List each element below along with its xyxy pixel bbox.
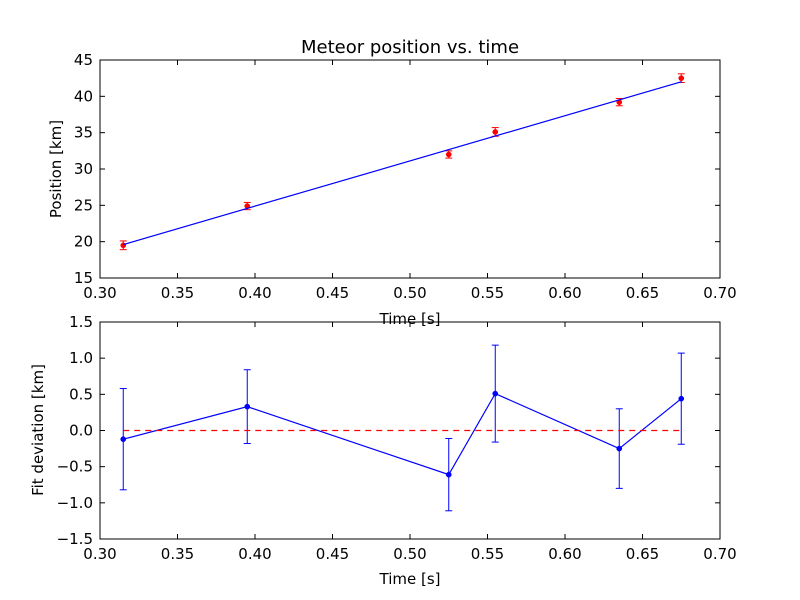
data-point bbox=[445, 471, 452, 478]
x-tick-label: 0.30 bbox=[83, 545, 116, 563]
x-tick-label: 0.40 bbox=[238, 284, 271, 302]
x-tick-label: 0.70 bbox=[703, 545, 736, 563]
y-tick-label: 1.5 bbox=[69, 313, 93, 331]
x-tick-label: 0.60 bbox=[548, 284, 581, 302]
position-plot-area: 0.30 0.35 0.40 0.45 0.50 0.55 0.60 0.65 0.70 15 20… bbox=[74, 51, 737, 302]
data-point bbox=[120, 436, 127, 443]
data-point bbox=[678, 395, 685, 402]
x-tick-label: 0.50 bbox=[393, 545, 426, 563]
y-tick-label: 45 bbox=[74, 51, 93, 69]
y-axis-label: Position [km] bbox=[47, 120, 65, 218]
data-point bbox=[492, 129, 499, 135]
y-tick-label: 40 bbox=[74, 87, 93, 105]
plot-frame bbox=[99, 321, 721, 540]
plot-frame bbox=[99, 59, 721, 279]
x-tick-label: 0.45 bbox=[316, 545, 349, 563]
x-tick-label: 0.45 bbox=[316, 284, 349, 302]
y-tick-label: 0.0 bbox=[69, 422, 93, 440]
x-tick-label: 0.30 bbox=[83, 284, 116, 302]
y-tick-label: 20 bbox=[74, 233, 93, 251]
y-tick-label: −1.0 bbox=[57, 494, 93, 512]
x-tick-label: 0.60 bbox=[548, 545, 581, 563]
data-point bbox=[244, 403, 251, 410]
x-tick-label: 0.35 bbox=[161, 545, 194, 563]
y-tick-label: −0.5 bbox=[57, 458, 93, 476]
fit-line bbox=[123, 81, 682, 246]
y-tick-label: 1.0 bbox=[69, 349, 93, 367]
data-point bbox=[492, 390, 499, 397]
x-tick-label: 0.70 bbox=[703, 284, 736, 302]
y-tick-label: 25 bbox=[74, 196, 93, 214]
x-tick-label: 0.55 bbox=[471, 284, 504, 302]
deviation-panel: Fit deviation [km] 0.30 0.35 0.40 0.45 0.50 0… bbox=[29, 313, 737, 588]
y-tick-label: −1.5 bbox=[57, 530, 93, 548]
data-point bbox=[616, 445, 623, 452]
position-panel: Meteor position vs. time Position [km] 0… bbox=[47, 37, 737, 328]
x-axis-label: Time [s] bbox=[379, 310, 441, 328]
x-tick-label: 0.65 bbox=[626, 545, 659, 563]
y-tick-label: 35 bbox=[74, 124, 93, 142]
x-tick-label: 0.50 bbox=[393, 284, 426, 302]
y-axis-label: Fit deviation [km] bbox=[29, 364, 47, 496]
x-tick-label: 0.40 bbox=[238, 545, 271, 563]
y-tick-label: 15 bbox=[74, 269, 93, 287]
data-point bbox=[445, 151, 452, 158]
y-tick-label: 0.5 bbox=[69, 385, 93, 403]
y-tick-label: 30 bbox=[74, 160, 93, 178]
deviation-line bbox=[123, 392, 682, 476]
x-axis-label: Time [s] bbox=[379, 570, 441, 588]
x-tick-label: 0.65 bbox=[626, 284, 659, 302]
x-tick-label: 0.35 bbox=[161, 284, 194, 302]
chart-title: Meteor position vs. time bbox=[301, 37, 519, 58]
data-point bbox=[678, 75, 685, 82]
x-tick-label: 0.55 bbox=[471, 545, 504, 563]
